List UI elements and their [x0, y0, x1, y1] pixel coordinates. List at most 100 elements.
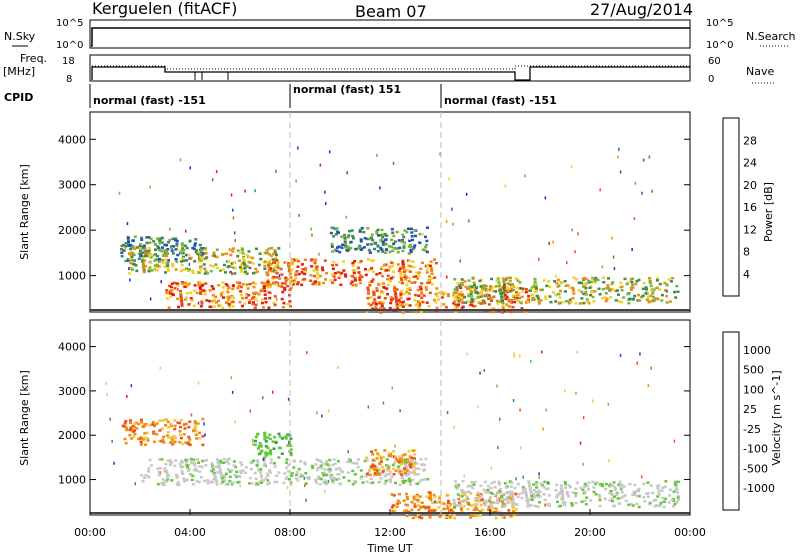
velocity-echo-cell	[221, 480, 225, 484]
velocity-echo-cell	[156, 467, 160, 470]
power-echo-cell	[313, 261, 317, 264]
velocity-echo-cell	[457, 504, 461, 507]
velocity-echo-cell	[470, 514, 474, 518]
power-echo-cell	[460, 283, 464, 287]
power-echo-cell	[507, 310, 511, 313]
velocity-echo-cell	[283, 435, 287, 439]
power-echo-cell	[505, 290, 509, 294]
power-echo-cell	[180, 263, 184, 267]
velocity-echo-cell	[137, 422, 141, 426]
power-echo-cell	[485, 293, 489, 296]
power-echo-cell	[554, 293, 558, 297]
velocity-echo-cell	[528, 487, 532, 491]
power-echo-cell	[508, 300, 512, 303]
power-echo-cell	[318, 274, 322, 278]
velocity-echo-cell	[501, 492, 505, 496]
velocity-echo-cell	[143, 476, 146, 480]
power-echo-cell	[411, 238, 414, 242]
power-echo-cell	[188, 240, 192, 243]
power-echo-cell	[620, 288, 624, 292]
velocity-echo-cell	[166, 459, 170, 462]
velocity-echo-cell	[448, 514, 452, 517]
velocity-echo-cell	[555, 496, 559, 499]
power-echo-cell	[655, 279, 659, 282]
power-noise-cell	[126, 222, 129, 226]
velocity-echo-cell	[498, 490, 501, 493]
power-echo-cell	[505, 285, 509, 289]
time-tick-label: 00:00	[674, 526, 706, 539]
velocity-noise-cell	[395, 455, 397, 459]
power-echo-cell	[273, 295, 277, 298]
power-noise-cell	[555, 274, 557, 278]
velocity-echo-cell	[423, 507, 427, 510]
power-noise-cell	[159, 264, 161, 268]
velocity-echo-cell	[398, 492, 401, 496]
power-echo-cell	[209, 269, 213, 273]
power-echo-cell	[243, 302, 246, 306]
velocity-echo-cell	[179, 433, 182, 437]
power-echo-cell	[502, 285, 506, 288]
power-echo-cell	[432, 298, 436, 302]
power-echo-cell	[660, 293, 664, 297]
velocity-echo-cell	[616, 497, 620, 500]
power-echo-cell	[153, 264, 157, 267]
velocity-echo-cell	[404, 465, 408, 468]
velocity-echo-cell	[158, 419, 162, 422]
power-echo-cell	[526, 299, 530, 302]
power-echo-cell	[300, 263, 304, 266]
power-echo-cell	[139, 243, 142, 246]
power-echo-cell	[264, 251, 268, 255]
velocity-echo-cell	[263, 437, 267, 441]
power-echo-cell	[248, 255, 251, 259]
velocity-echo-cell	[513, 502, 517, 505]
power-echo-cell	[148, 254, 152, 257]
power-echo-cell	[163, 265, 167, 268]
nave-tick-high: 60	[708, 56, 721, 67]
power-noise-cell	[185, 229, 187, 233]
velocity-noise-cell	[286, 486, 289, 490]
power-noise-cell	[160, 280, 162, 284]
power-echo-cell	[340, 246, 344, 250]
power-echo-cell	[533, 277, 537, 281]
power-noise-cell	[452, 222, 454, 226]
power-echo-cell	[641, 287, 645, 291]
power-echo-cell	[237, 284, 241, 288]
velocity-echo-cell	[277, 456, 281, 459]
velocity-echo-cell	[422, 469, 426, 472]
velocity-echo-cell	[331, 481, 335, 484]
velocity-echo-cell	[319, 460, 323, 464]
velocity-echo-cell	[323, 479, 327, 482]
power-echo-cell	[652, 299, 656, 302]
velocity-echo-cell	[269, 458, 273, 461]
velocity-echo-cell	[489, 503, 493, 506]
date-title: 27/Aug/2014	[590, 0, 693, 19]
power-echo-cell	[229, 270, 232, 274]
power-echo-cell	[189, 291, 193, 294]
velocity-echo-cell	[535, 481, 539, 484]
velocity-echo-cell	[165, 434, 169, 437]
power-echo-cell	[417, 302, 421, 305]
velocity-echo-cell	[220, 476, 224, 480]
velocity-echo-cell	[380, 465, 384, 469]
velocity-echo-cell	[155, 433, 159, 436]
power-echo-cell	[424, 243, 428, 247]
velocity-echo-cell	[318, 483, 322, 486]
velocity-echo-cell	[408, 460, 412, 464]
velocity-echo-cell	[657, 490, 661, 493]
velocity-echo-cell	[297, 467, 301, 471]
power-echo-cell	[225, 296, 229, 299]
velocity-echo-cell	[521, 486, 525, 489]
velocity-echo-cell	[429, 495, 433, 498]
velocity-echo-cell	[429, 497, 433, 500]
velocity-echo-cell	[125, 426, 129, 430]
power-echo-cell	[587, 302, 591, 305]
power-echo-cell	[418, 304, 422, 307]
power-echo-cell	[367, 258, 371, 261]
power-echo-cell	[375, 273, 379, 276]
power-echo-cell	[273, 303, 277, 307]
power-echo-cell	[389, 279, 393, 283]
velocity-echo-cell	[158, 458, 162, 461]
power-echo-cell	[610, 282, 614, 286]
power-echo-cell	[281, 290, 285, 294]
velocity-echo-cell	[401, 454, 405, 457]
